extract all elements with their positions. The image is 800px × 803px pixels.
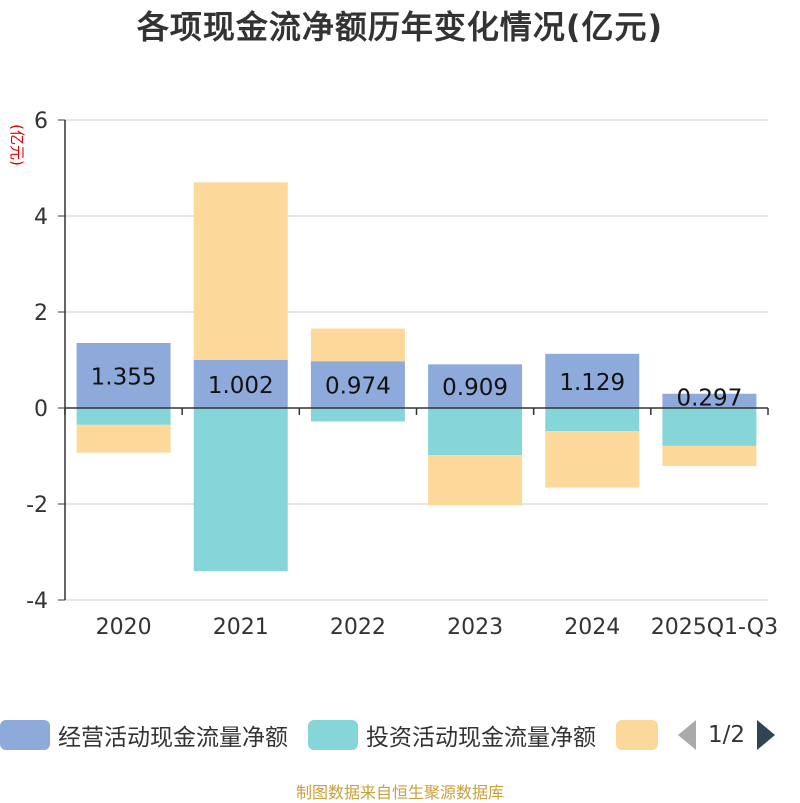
bar-operating-2023	[428, 364, 523, 408]
data-label: 0.974	[325, 374, 391, 400]
legend-pager: 1/2	[678, 720, 776, 750]
legend-next-icon[interactable]	[757, 720, 776, 750]
legend-prev-icon[interactable]	[678, 720, 696, 750]
bar-operating-2025Q1-Q3	[662, 393, 757, 408]
x-tick-label: 2021	[213, 615, 269, 640]
legend-swatch-investing	[308, 720, 358, 750]
legend-swatch-financing	[616, 720, 658, 750]
x-tick-label: 2023	[447, 615, 503, 640]
y-tick-label: 4	[34, 205, 48, 230]
y-tick-label: 0	[34, 397, 48, 422]
legend: 经营活动现金流量净额 投资活动现金流量净额 1/2	[0, 718, 776, 752]
data-label: 0.909	[442, 375, 508, 401]
data-label: 1.002	[208, 373, 274, 399]
bar-operating-2020	[76, 342, 171, 408]
y-tick-label: -2	[26, 493, 48, 518]
bar-operating-2024	[545, 353, 640, 408]
legend-item-operating[interactable]: 经营活动现金流量净额	[0, 718, 288, 752]
bar-investing-2025Q1-Q3	[662, 408, 757, 446]
bar-investing-2022	[310, 408, 405, 422]
y-axis-title: (亿元)	[8, 124, 26, 166]
bar-financing-2021	[193, 182, 288, 360]
legend-swatch-operating	[0, 720, 50, 750]
y-tick-label: 2	[34, 301, 48, 326]
x-tick-label: 2024	[564, 615, 620, 640]
bar-financing-2023	[428, 455, 523, 506]
chart-title: 各项现金流净额历年变化情况(亿元)	[136, 8, 664, 46]
legend-label-investing: 投资活动现金流量净额	[366, 725, 596, 751]
bar-financing-2022	[310, 328, 405, 362]
x-tick-label: 2025Q1-Q3	[651, 615, 778, 640]
x-tick-label: 2022	[330, 615, 386, 640]
data-label: 0.297	[676, 386, 742, 412]
source-note: 制图数据来自恒生聚源数据库	[295, 783, 504, 802]
y-tick-label: -4	[26, 589, 48, 614]
y-tick-label: 6	[34, 109, 48, 134]
legend-item-financing[interactable]	[616, 720, 666, 750]
bar-investing-2024	[545, 408, 640, 432]
legend-label-operating: 经营活动现金流量净额	[58, 725, 288, 751]
bar-operating-2021	[193, 359, 288, 408]
bar-investing-2021	[193, 408, 288, 572]
bar-operating-2022	[310, 361, 405, 408]
legend-page-indicator: 1/2	[708, 722, 746, 748]
x-tick-label: 2020	[96, 615, 152, 640]
legend-item-investing[interactable]: 投资活动现金流量净额	[308, 718, 596, 752]
data-label: 1.355	[91, 364, 157, 390]
bar-investing-2023	[428, 408, 523, 456]
bar-financing-2020	[76, 424, 171, 453]
bar-financing-2025Q1-Q3	[662, 445, 757, 467]
data-label: 1.129	[559, 370, 625, 396]
bar-investing-2020	[76, 408, 171, 425]
bar-financing-2024	[545, 431, 640, 488]
